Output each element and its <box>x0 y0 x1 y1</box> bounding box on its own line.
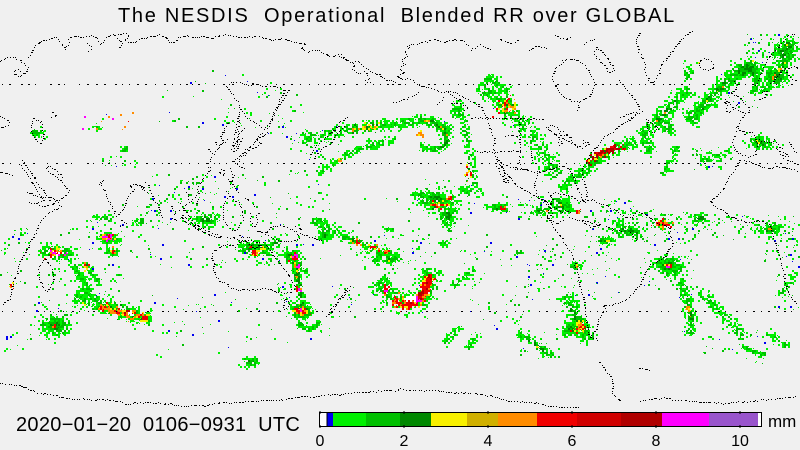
svg-text:mm: mm <box>768 412 796 431</box>
svg-text:2020−01−20 0106−0931 UTC: 2020−01−20 0106−0931 UTC <box>16 414 300 436</box>
svg-text:8: 8 <box>652 433 661 450</box>
svg-text:10: 10 <box>731 433 749 450</box>
svg-text:The NESDIS Operational Blend: The NESDIS Operational Blended RR over G… <box>118 5 676 27</box>
svg-text:6: 6 <box>568 433 577 450</box>
svg-text:2: 2 <box>400 433 409 450</box>
svg-text:0: 0 <box>316 433 325 450</box>
svg-text:4: 4 <box>484 433 493 450</box>
